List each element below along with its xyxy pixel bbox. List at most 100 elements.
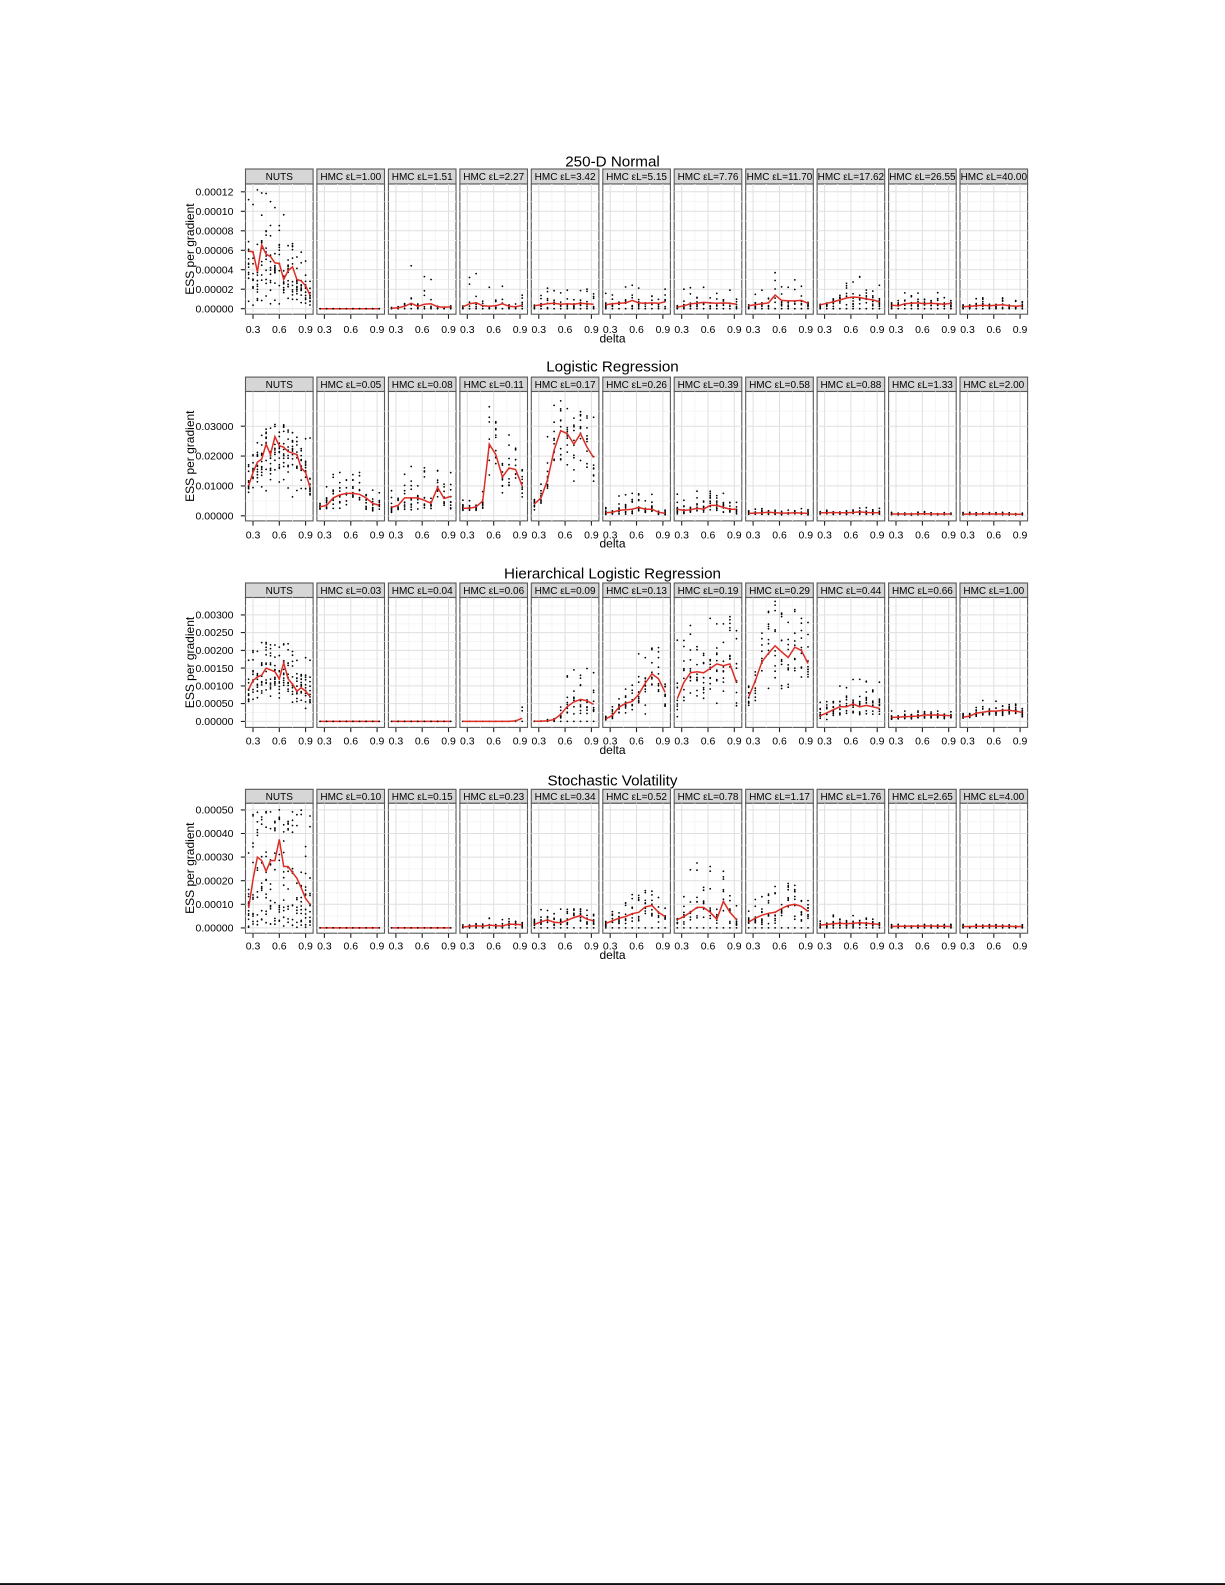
svg-text:0.9: 0.9 xyxy=(941,941,956,953)
svg-text:0.3: 0.3 xyxy=(531,529,546,541)
svg-text:0.00010: 0.00010 xyxy=(196,206,234,218)
svg-text:0.00050: 0.00050 xyxy=(196,805,234,817)
svg-text:0.6: 0.6 xyxy=(272,529,287,541)
svg-text:0.9: 0.9 xyxy=(656,941,671,953)
svg-text:0.9: 0.9 xyxy=(298,529,313,541)
svg-text:0.9: 0.9 xyxy=(584,941,599,953)
svg-text:HMC εL=26.55: HMC εL=26.55 xyxy=(889,172,956,183)
svg-text:250-D Normal: 250-D Normal xyxy=(565,154,660,171)
svg-text:0.6: 0.6 xyxy=(558,736,573,748)
svg-text:0.6: 0.6 xyxy=(844,529,859,541)
svg-text:0.3: 0.3 xyxy=(246,324,261,336)
svg-text:0.3: 0.3 xyxy=(389,736,404,748)
svg-text:HMC εL=0.44: HMC εL=0.44 xyxy=(820,586,881,597)
svg-text:delta: delta xyxy=(599,331,625,345)
svg-text:HMC εL=1.17: HMC εL=1.17 xyxy=(749,792,810,803)
svg-text:0.3: 0.3 xyxy=(889,529,904,541)
svg-text:0.6: 0.6 xyxy=(915,736,930,748)
svg-text:0.6: 0.6 xyxy=(486,324,501,336)
svg-text:0.3: 0.3 xyxy=(603,736,618,748)
svg-text:0.6: 0.6 xyxy=(772,529,787,541)
svg-text:HMC εL=4.00: HMC εL=4.00 xyxy=(963,792,1024,803)
svg-text:0.6: 0.6 xyxy=(701,529,716,541)
svg-text:0.6: 0.6 xyxy=(701,941,716,953)
svg-text:0.00000: 0.00000 xyxy=(196,716,234,728)
svg-text:0.3: 0.3 xyxy=(460,324,475,336)
svg-text:0.9: 0.9 xyxy=(441,324,456,336)
svg-text:0.6: 0.6 xyxy=(629,736,644,748)
svg-text:HMC εL=1.33: HMC εL=1.33 xyxy=(892,380,953,391)
svg-text:0.6: 0.6 xyxy=(986,324,1001,336)
svg-text:HMC εL=0.13: HMC εL=0.13 xyxy=(606,586,667,597)
svg-text:0.3: 0.3 xyxy=(889,324,904,336)
svg-text:0.3: 0.3 xyxy=(960,736,975,748)
svg-text:0.00100: 0.00100 xyxy=(196,681,234,693)
svg-text:0.3: 0.3 xyxy=(389,324,404,336)
svg-text:0.6: 0.6 xyxy=(486,529,501,541)
svg-text:0.9: 0.9 xyxy=(584,324,599,336)
svg-text:0.00006: 0.00006 xyxy=(196,245,234,257)
svg-text:0.3: 0.3 xyxy=(246,941,261,953)
svg-text:0.00008: 0.00008 xyxy=(196,225,234,237)
svg-text:HMC εL=0.58: HMC εL=0.58 xyxy=(749,380,810,391)
svg-text:0.6: 0.6 xyxy=(558,529,573,541)
svg-text:HMC εL=0.08: HMC εL=0.08 xyxy=(392,380,453,391)
svg-text:0.9: 0.9 xyxy=(941,736,956,748)
svg-text:0.00000: 0.00000 xyxy=(196,923,234,935)
svg-text:0.9: 0.9 xyxy=(798,941,813,953)
svg-text:0.9: 0.9 xyxy=(370,529,385,541)
svg-text:0.9: 0.9 xyxy=(870,941,885,953)
svg-text:0.6: 0.6 xyxy=(343,941,358,953)
svg-text:0.9: 0.9 xyxy=(727,736,742,748)
svg-text:0.6: 0.6 xyxy=(558,941,573,953)
svg-text:0.3: 0.3 xyxy=(317,529,332,541)
svg-text:NUTS: NUTS xyxy=(266,586,294,597)
svg-text:0.00020: 0.00020 xyxy=(196,875,234,887)
svg-text:0.9: 0.9 xyxy=(513,941,528,953)
svg-text:0.9: 0.9 xyxy=(1013,324,1028,336)
svg-text:0.3: 0.3 xyxy=(317,324,332,336)
svg-text:0.00012: 0.00012 xyxy=(196,186,234,198)
svg-text:HMC εL=1.76: HMC εL=1.76 xyxy=(820,792,881,803)
svg-text:0.9: 0.9 xyxy=(584,736,599,748)
svg-text:HMC εL=0.05: HMC εL=0.05 xyxy=(320,380,381,391)
svg-text:0.3: 0.3 xyxy=(674,529,689,541)
svg-text:0.02000: 0.02000 xyxy=(196,451,234,463)
svg-text:0.9: 0.9 xyxy=(798,529,813,541)
svg-text:0.00250: 0.00250 xyxy=(196,627,234,639)
svg-text:0.00000: 0.00000 xyxy=(196,510,234,522)
svg-text:HMC εL=2.27: HMC εL=2.27 xyxy=(463,172,524,183)
svg-text:0.9: 0.9 xyxy=(941,324,956,336)
svg-text:0.9: 0.9 xyxy=(727,324,742,336)
svg-text:ESS per gradient: ESS per gradient xyxy=(183,203,197,295)
svg-text:0.6: 0.6 xyxy=(415,736,430,748)
svg-text:0.3: 0.3 xyxy=(746,736,761,748)
svg-text:0.9: 0.9 xyxy=(298,324,313,336)
svg-text:0.9: 0.9 xyxy=(656,324,671,336)
svg-text:0.6: 0.6 xyxy=(415,941,430,953)
svg-text:0.6: 0.6 xyxy=(986,941,1001,953)
svg-text:0.9: 0.9 xyxy=(1013,529,1028,541)
svg-text:0.6: 0.6 xyxy=(915,324,930,336)
svg-text:HMC εL=0.29: HMC εL=0.29 xyxy=(749,586,810,597)
svg-text:0.3: 0.3 xyxy=(389,529,404,541)
svg-text:0.6: 0.6 xyxy=(558,324,573,336)
svg-text:0.3: 0.3 xyxy=(889,941,904,953)
svg-text:0.3: 0.3 xyxy=(603,529,618,541)
svg-text:0.6: 0.6 xyxy=(272,324,287,336)
svg-text:0.6: 0.6 xyxy=(986,736,1001,748)
svg-text:0.9: 0.9 xyxy=(441,529,456,541)
svg-text:0.6: 0.6 xyxy=(844,324,859,336)
svg-text:0.00150: 0.00150 xyxy=(196,663,234,675)
svg-text:0.3: 0.3 xyxy=(389,941,404,953)
svg-text:0.9: 0.9 xyxy=(298,941,313,953)
svg-text:0.6: 0.6 xyxy=(701,736,716,748)
svg-text:NUTS: NUTS xyxy=(266,172,294,183)
svg-text:0.9: 0.9 xyxy=(1013,941,1028,953)
svg-text:0.00004: 0.00004 xyxy=(196,264,234,276)
svg-text:ESS per gradient: ESS per gradient xyxy=(183,410,197,502)
svg-text:0.3: 0.3 xyxy=(746,529,761,541)
svg-text:0.6: 0.6 xyxy=(272,736,287,748)
svg-text:0.3: 0.3 xyxy=(531,736,546,748)
svg-text:HMC εL=0.19: HMC εL=0.19 xyxy=(678,586,739,597)
